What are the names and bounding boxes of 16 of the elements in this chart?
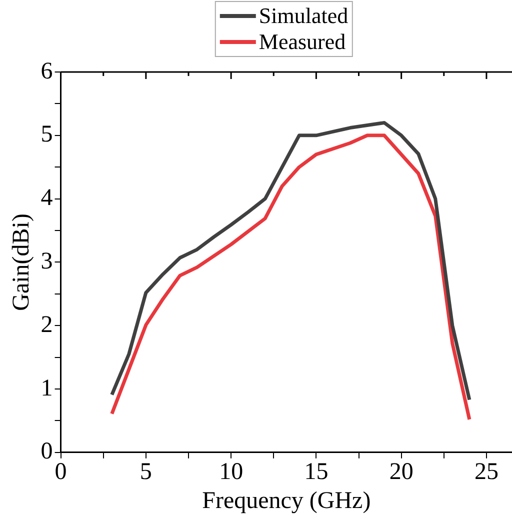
x-tick-label: 10	[219, 459, 244, 486]
x-tick-label: 20	[389, 459, 414, 486]
x-tick-label: 15	[304, 459, 328, 486]
y-tick-label: 2	[40, 312, 53, 338]
x-tick-label: 25	[474, 459, 498, 486]
y-tick-label: 0	[40, 438, 53, 465]
y-tick-label: 5	[40, 122, 53, 148]
y-tick-label: 6	[40, 58, 53, 84]
y-tick-label: 1	[40, 375, 53, 402]
y-tick-label: 4	[40, 185, 53, 212]
legend-label: Measured	[258, 29, 346, 55]
y-tick-label: 3	[40, 248, 53, 274]
x-tick-label: 5	[140, 459, 152, 486]
legend-label: Simulated	[258, 3, 348, 29]
y-axis-title: Gain(dBi)	[8, 214, 35, 311]
x-axis-title: Frequency (GHz)	[202, 488, 371, 514]
